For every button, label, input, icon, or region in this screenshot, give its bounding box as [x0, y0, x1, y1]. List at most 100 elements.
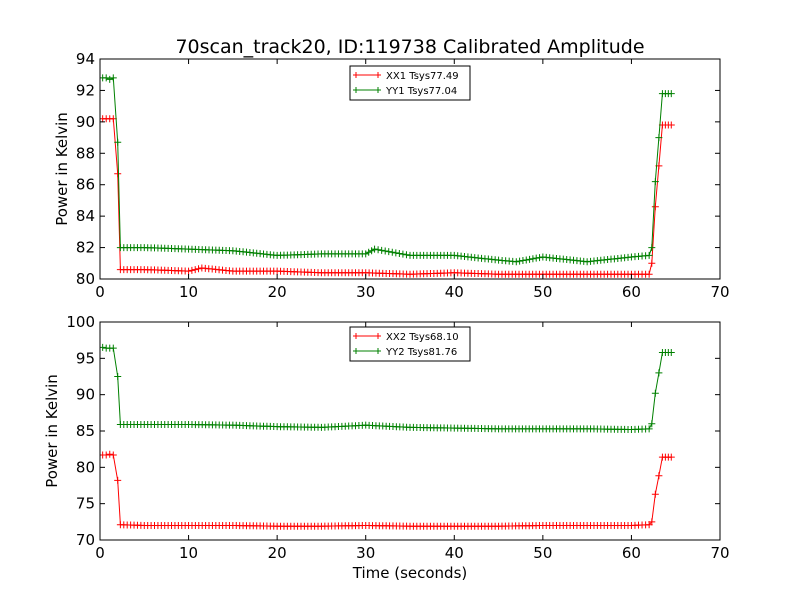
- legend-label: YY2 Tsys81.76: [385, 347, 457, 358]
- data-point: [532, 254, 540, 262]
- data-point: [648, 518, 656, 526]
- data-point: [395, 250, 403, 258]
- data-point: [519, 257, 527, 265]
- legend-label: XX1 Tsys77.49: [386, 71, 459, 82]
- data-point: [114, 476, 122, 484]
- x-tick-label: 70: [710, 283, 729, 301]
- legend-entry: YY1 Tsys77.04: [353, 86, 457, 97]
- x-tick-label: 50: [533, 544, 552, 562]
- y-tick-label: 82: [76, 239, 95, 257]
- data-point: [102, 74, 110, 82]
- bottom-panel: Power in Kelvin Time (seconds) 0 10 20 30 40…: [43, 313, 730, 582]
- bottom-y-axis-label: Power in Kelvin: [43, 374, 61, 488]
- series-1-1: [100, 343, 675, 434]
- x-tick-label: 0: [95, 283, 105, 301]
- y-tick-label: 84: [76, 207, 95, 225]
- data-point: [381, 247, 389, 255]
- data-point: [667, 349, 675, 357]
- data-point: [536, 254, 544, 262]
- top-y-axis-label: Power in Kelvin: [53, 112, 71, 226]
- data-point: [385, 248, 393, 256]
- legend-box: [349, 65, 471, 101]
- data-point: [667, 121, 675, 129]
- x-tick-label: 40: [445, 544, 464, 562]
- x-tick-label: 0: [95, 544, 105, 562]
- chart-title: 70scan_track20, ID:119738 Calibrated Amp…: [175, 36, 644, 58]
- data-point: [195, 265, 203, 273]
- data-point: [648, 259, 656, 267]
- legend-entry: XX2 Tsys68.10: [353, 332, 459, 343]
- y-tick-label: 85: [76, 422, 95, 440]
- legend-marker: [375, 333, 381, 339]
- series-0-1: [100, 74, 675, 266]
- series-line: [102, 453, 672, 527]
- data-point: [529, 255, 537, 263]
- y-tick-label: 80: [76, 270, 95, 288]
- x-tick-label: 10: [179, 544, 198, 562]
- top-panel: Power in Kelvin 0 10 20 30 40 50 60 70 80 82 84 86 8…: [53, 50, 730, 301]
- x-tick-label: 20: [268, 544, 287, 562]
- data-point: [371, 245, 379, 253]
- data-point: [378, 246, 386, 254]
- x-tick-label: 30: [356, 544, 375, 562]
- data-point: [526, 255, 534, 263]
- data-point: [114, 170, 122, 178]
- x-tick-label: 50: [533, 283, 552, 301]
- data-point: [374, 246, 382, 254]
- data-point: [645, 251, 653, 259]
- legend: XX1 Tsys77.49 YY1 Tsys77.04: [349, 65, 471, 101]
- data-point: [648, 420, 656, 428]
- y-tick-label: 94: [76, 50, 95, 68]
- legend: XX2 Tsys68.10 YY2 Tsys81.76: [349, 326, 471, 362]
- legend-marker: [353, 87, 359, 93]
- y-tick-label: 88: [76, 144, 95, 162]
- x-tick-label: 10: [179, 283, 198, 301]
- legend-entry: XX1 Tsys77.49: [353, 71, 459, 82]
- data-point: [102, 451, 110, 459]
- y-tick-label: 80: [76, 458, 95, 476]
- data-point: [655, 134, 663, 142]
- data-point: [368, 247, 376, 255]
- data-point: [651, 490, 659, 498]
- data-point: [185, 267, 193, 275]
- data-point: [114, 373, 122, 380]
- y-tick-label: 70: [76, 531, 95, 549]
- legend-marker: [375, 72, 381, 78]
- legend-marker: [353, 348, 359, 354]
- x-tick-label: 60: [622, 544, 641, 562]
- data-point: [667, 90, 675, 98]
- data-point: [512, 258, 520, 266]
- legend-marker: [353, 72, 359, 78]
- x-tick-label: 20: [268, 283, 287, 301]
- data-point: [388, 248, 396, 256]
- y-tick-label: 90: [76, 386, 95, 404]
- data-point: [655, 472, 663, 480]
- data-point: [645, 425, 653, 433]
- data-point: [655, 369, 663, 377]
- series-line: [102, 77, 672, 263]
- data-point: [651, 178, 659, 186]
- y-tick-label: 75: [76, 495, 95, 513]
- legend-entry: YY2 Tsys81.76: [353, 347, 457, 358]
- data-point: [106, 450, 114, 458]
- series-1-0: [100, 450, 675, 530]
- data-point: [109, 74, 117, 82]
- data-point: [114, 138, 122, 146]
- y-tick-label: 92: [76, 81, 95, 99]
- legend-label: XX2 Tsys68.10: [386, 332, 459, 343]
- legend-label: YY1 Tsys77.04: [385, 86, 457, 97]
- legend-marker: [375, 87, 381, 93]
- legend-marker: [375, 348, 381, 354]
- x-tick-label: 40: [445, 283, 464, 301]
- data-point: [191, 266, 199, 274]
- data-point: [651, 389, 659, 397]
- data-point: [109, 451, 117, 459]
- x-tick-label: 70: [710, 544, 729, 562]
- bottom-x-axis-label: Time (seconds): [352, 564, 468, 582]
- data-point: [392, 249, 400, 257]
- data-point: [522, 256, 530, 264]
- legend-box: [349, 326, 471, 362]
- series-0-0: [100, 115, 675, 278]
- data-point: [109, 344, 117, 352]
